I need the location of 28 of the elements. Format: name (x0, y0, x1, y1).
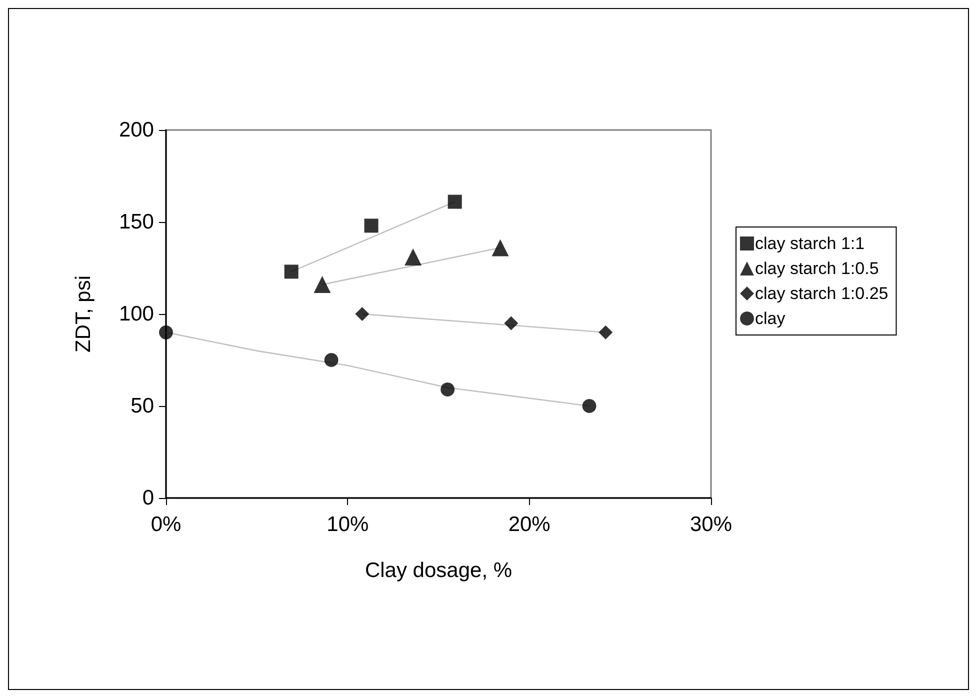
legend-label: clay (755, 309, 786, 328)
x-tick-label: 10% (326, 513, 369, 536)
x-tick-label: 30% (690, 513, 732, 536)
point (159, 325, 173, 340)
point (440, 382, 455, 396)
y-tick-label: 50 (130, 394, 154, 418)
point (448, 194, 462, 209)
point (364, 218, 378, 233)
point (324, 353, 338, 367)
point (355, 307, 370, 321)
x-tick-label: 20% (508, 513, 550, 536)
x-axis-title: Clay dosage, % (364, 559, 512, 582)
point (504, 316, 518, 330)
point (284, 264, 298, 279)
point (492, 239, 509, 256)
point (314, 276, 331, 294)
legend-label: clay starch 1:0.5 (755, 259, 879, 278)
point (404, 248, 422, 266)
point (582, 399, 596, 413)
legend-label: clay starch 1:0.25 (755, 284, 888, 303)
y-tick-label: 0 (142, 486, 154, 510)
point (598, 325, 613, 340)
y-tick-label: 200 (118, 118, 154, 142)
y-tick-label: 100 (118, 302, 154, 326)
y-axis-title: ZDT, psi (72, 275, 95, 353)
x-tick-label: 0% (150, 513, 182, 536)
y-tick-label: 150 (118, 210, 154, 234)
legend-label: clay starch 1:1 (755, 234, 865, 253)
